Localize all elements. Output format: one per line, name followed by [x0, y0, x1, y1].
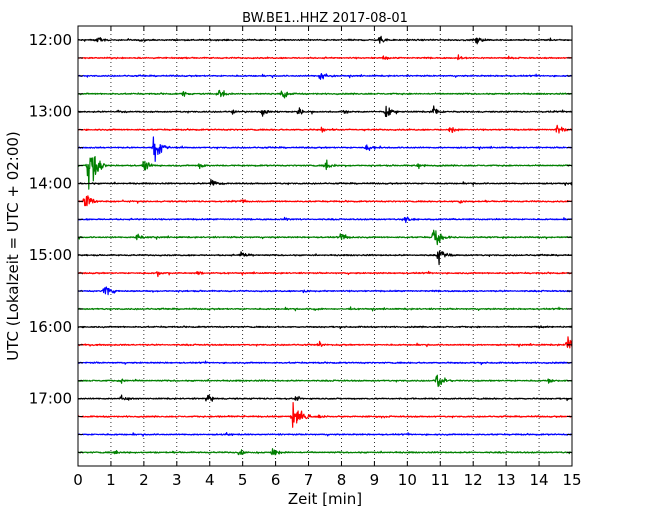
y-tick-label: 12:00 — [29, 31, 72, 49]
y-tick-label: 16:00 — [29, 318, 72, 336]
seismic-trace-1245 — [77, 89, 573, 99]
seismic-trace-1500 — [77, 250, 573, 266]
x-tick-label: 11 — [431, 471, 450, 489]
seismic-trace-1200 — [77, 35, 573, 45]
x-tick-label: 1 — [106, 471, 116, 489]
x-tick-label: 5 — [238, 471, 248, 489]
y-tick-label: 17:00 — [29, 390, 72, 408]
x-tick-label: 0 — [73, 471, 83, 489]
seismic-trace-1615 — [77, 336, 573, 349]
seismic-trace-1230 — [77, 73, 573, 80]
y-tick-label: 14:00 — [29, 174, 72, 192]
x-axis-label: Zeit [min] — [288, 490, 362, 508]
y-tick-label: 13:00 — [29, 103, 72, 121]
seismic-trace-1515 — [77, 270, 573, 278]
seismic-trace-1730 — [77, 432, 573, 437]
x-tick-label: 9 — [370, 471, 380, 489]
x-tick-label: 6 — [271, 471, 281, 489]
seismic-trace-1745 — [77, 448, 573, 456]
x-tick-label: 15 — [562, 471, 581, 489]
seismic-trace-1215 — [77, 54, 573, 61]
seismic-trace-1445 — [77, 229, 573, 246]
seismic-trace-1415 — [77, 195, 573, 207]
x-tick-label: 4 — [205, 471, 215, 489]
seismic-trace-1545 — [77, 306, 573, 312]
x-tick-label: 8 — [337, 471, 347, 489]
seismic-trace-1400 — [77, 178, 573, 186]
seismic-trace-1530 — [77, 286, 573, 296]
y-tick-label: 15:00 — [29, 246, 72, 264]
x-tick-label: 2 — [139, 471, 149, 489]
y-axis-ticks: 12:00 13:00 14:00 15:00 16:00 17:00 — [29, 31, 572, 453]
seismic-trace-1315 — [77, 124, 573, 134]
plot-frame — [77, 25, 573, 467]
x-tick-label: 3 — [172, 471, 182, 489]
seismic-trace-1430 — [77, 216, 573, 224]
seismic-trace-1300 — [77, 105, 573, 118]
seismic-traces — [77, 35, 573, 456]
seismic-trace-1345 — [77, 156, 573, 190]
x-tick-label: 10 — [398, 471, 417, 489]
seismic-trace-1330 — [77, 136, 573, 162]
chart-title: BW.BE1..HHZ 2017-08-01 — [242, 11, 408, 26]
x-tick-label: 12 — [464, 471, 483, 489]
x-tick-label: 13 — [497, 471, 516, 489]
seismic-trace-1700 — [77, 394, 573, 402]
seismic-trace-1630 — [77, 360, 573, 366]
y-axis-label: UTC (Lokalzeit = UTC + 02:00) — [4, 131, 22, 361]
seismic-trace-1715 — [77, 402, 573, 428]
x-tick-label: 14 — [530, 471, 549, 489]
x-axis-ticks: 0 1 2 3 4 5 6 7 8 9 10 11 12 13 14 15 — [73, 26, 582, 489]
seismic-trace-1600 — [77, 325, 573, 330]
grid-lines — [110, 26, 540, 466]
x-tick-label: 7 — [304, 471, 314, 489]
seismic-trace-1645 — [77, 374, 573, 388]
